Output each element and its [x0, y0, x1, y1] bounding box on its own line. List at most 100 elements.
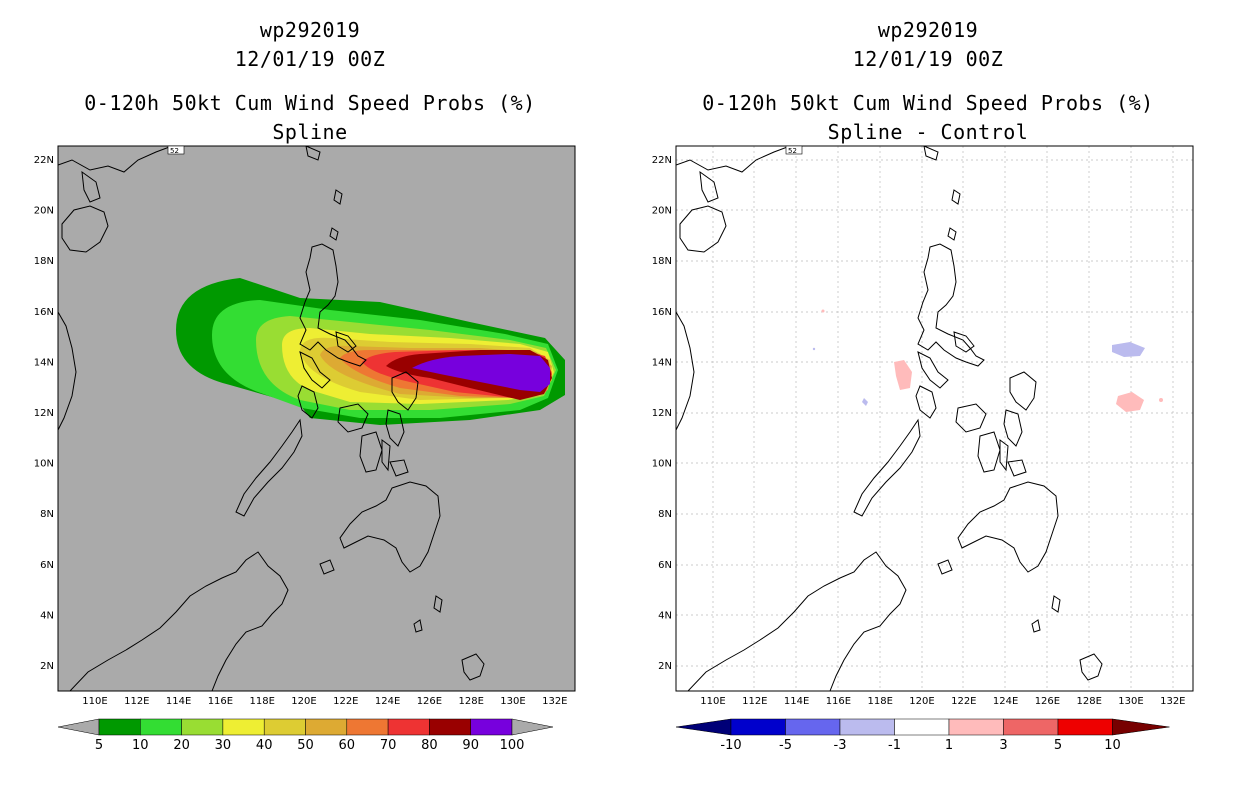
- right-difference-field: [812, 309, 1163, 412]
- left-colorbar-label: 60: [339, 738, 356, 753]
- right-colorbar-swatch: [894, 718, 950, 736]
- right-y-tick-label: 20N: [652, 206, 672, 217]
- right-x-tick-label: 114E: [784, 696, 809, 707]
- right-colorbar-label: 1: [945, 738, 953, 753]
- right-colorbar-label: 10: [1104, 738, 1121, 753]
- right-y-tick-label: 12N: [652, 408, 672, 419]
- right-colorbar-swatch: [839, 718, 895, 736]
- right-colorbar-end-low: [675, 718, 732, 736]
- left-y-tick-label: 14N: [34, 357, 54, 368]
- left-x-tick-label: 120E: [291, 696, 316, 707]
- left-title-method: Spline: [272, 120, 348, 144]
- right-y-tick-label: 4N: [658, 610, 672, 621]
- right-y-tick-label: 10N: [652, 459, 672, 470]
- left-x-tick-label: 122E: [333, 696, 358, 707]
- left-colorbar-label: 10: [132, 738, 149, 753]
- right-colorbar-swatch: [730, 718, 786, 736]
- left-title-storm-id: wp292019: [259, 18, 361, 42]
- left-title-product: 0-120h 50kt Cum Wind Speed Probs (%): [84, 91, 536, 115]
- right-colorbar-end-high: [1112, 718, 1170, 736]
- left-x-tick-label: 114E: [166, 696, 191, 707]
- left-colorbar-label: 5: [95, 738, 103, 753]
- right-colorbar-label: -3: [834, 738, 847, 753]
- left-probability-field: [176, 278, 565, 425]
- right-x-tick-label: 128E: [1076, 696, 1101, 707]
- left-colorbar-label: 40: [256, 738, 273, 753]
- right-x-tick-label: 126E: [1035, 696, 1060, 707]
- right-title-product: 0-120h 50kt Cum Wind Speed Probs (%): [702, 91, 1154, 115]
- left-y-tick-label: 12N: [34, 408, 54, 419]
- left-colorbar-swatch: [346, 718, 389, 736]
- right-x-tick-label: 132E: [1160, 696, 1185, 707]
- right-colorbar-label: -5: [779, 738, 792, 753]
- left-colorbar-swatch: [470, 718, 513, 736]
- left-x-tick-label: 126E: [417, 696, 442, 707]
- left-colorbar-label: 70: [380, 738, 397, 753]
- left-colorbar-swatch: [305, 718, 348, 736]
- left-y-tick-label: 22N: [34, 155, 54, 166]
- left-colorbar-label: 90: [462, 738, 479, 753]
- left-x-tick-label: 118E: [249, 696, 274, 707]
- left-colorbar-label: 80: [421, 738, 438, 753]
- right-colorbar-swatch: [948, 718, 1004, 736]
- right-colorbar: -10 -5 -3 -1 1 3 5 10: [675, 718, 1170, 753]
- right-map-frame: [675, 145, 1194, 692]
- right-y-tick-label: 2N: [658, 661, 672, 672]
- right-colorbar-label: 3: [999, 738, 1007, 753]
- left-region-badge-text: 52: [170, 147, 179, 155]
- left-colorbar-swatch: [222, 718, 265, 736]
- left-colorbar-swatch: [263, 718, 306, 736]
- left-map-frame: [57, 145, 576, 692]
- left-x-tick-label: 110E: [82, 696, 107, 707]
- left-colorbar-end-low: [57, 718, 100, 736]
- right-colorbar-label: 5: [1054, 738, 1062, 753]
- left-colorbar: 5 10 20 30 40 50 60 70 80 90 100: [57, 718, 554, 753]
- left-region-badge: [167, 145, 185, 155]
- left-x-tick-label: 112E: [124, 696, 149, 707]
- left-x-tick-label: 116E: [208, 696, 233, 707]
- left-colorbar-swatch: [429, 718, 471, 736]
- right-x-tick-label: 120E: [909, 696, 934, 707]
- right-title-method: Spline - Control: [827, 120, 1029, 144]
- left-colorbar-label: 20: [173, 738, 190, 753]
- left-colorbar-swatch: [387, 718, 430, 736]
- left-title-date: 12/01/19 00Z: [234, 47, 386, 71]
- left-y-tick-label: 20N: [34, 206, 54, 217]
- left-y-tick-label: 6N: [40, 560, 54, 571]
- right-region-badge: [785, 145, 803, 155]
- left-y-tick-label: 2N: [40, 661, 54, 672]
- right-colorbar-label: -1: [888, 738, 901, 753]
- right-title-storm-id: wp292019: [877, 18, 979, 42]
- right-y-tick-label: 6N: [658, 560, 672, 571]
- right-map-background: [676, 146, 1193, 691]
- left-colorbar-swatch: [181, 718, 224, 736]
- left-colorbar-end-high: [511, 718, 554, 736]
- right-x-tick-label: 110E: [700, 696, 725, 707]
- right-y-tick-label: 18N: [652, 256, 672, 267]
- right-colorbar-label: -10: [720, 738, 741, 753]
- left-y-tick-label: 18N: [34, 256, 54, 267]
- right-x-tick-label: 124E: [993, 696, 1018, 707]
- right-colorbar-swatch: [1057, 718, 1113, 736]
- right-map: 52: [675, 145, 1194, 692]
- left-colorbar-label: 100: [500, 738, 525, 753]
- right-title-date: 12/01/19 00Z: [852, 47, 1004, 71]
- left-x-tick-label: 130E: [500, 696, 525, 707]
- right-x-tick-label: 130E: [1118, 696, 1143, 707]
- right-colorbar-swatch: [785, 718, 841, 736]
- right-y-tick-label: 16N: [652, 307, 672, 318]
- left-x-tick-label: 132E: [542, 696, 567, 707]
- left-y-tick-label: 16N: [34, 307, 54, 318]
- right-x-tick-label: 116E: [826, 696, 851, 707]
- left-colorbar-label: 50: [297, 738, 314, 753]
- left-y-tick-label: 8N: [40, 509, 54, 520]
- left-map: 52: [57, 145, 576, 692]
- right-x-tick-label: 112E: [742, 696, 767, 707]
- left-x-tick-label: 128E: [458, 696, 483, 707]
- right-x-tick-label: 122E: [951, 696, 976, 707]
- left-y-tick-label: 10N: [34, 459, 54, 470]
- right-region-badge-text: 52: [788, 147, 797, 155]
- axis-tick-labels: 110E 112E 114E 116E 118E 120E 122E 124E 126E 128E…: [34, 155, 1186, 707]
- right-gridlines: [676, 146, 1193, 691]
- right-y-tick-label: 8N: [658, 509, 672, 520]
